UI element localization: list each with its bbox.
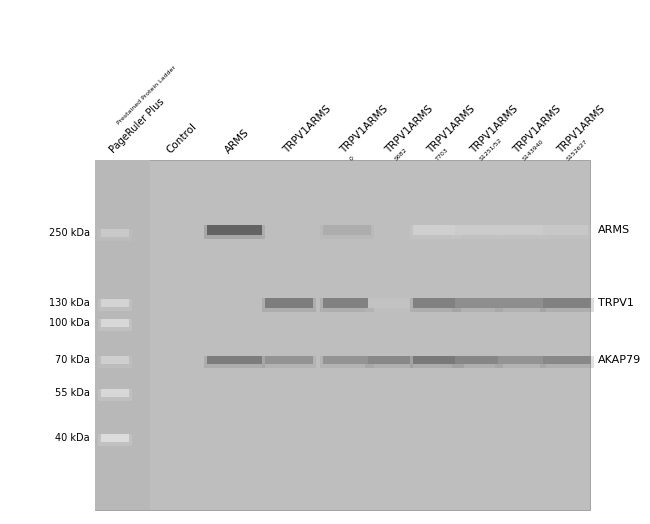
Bar bbox=[410, 356, 464, 368]
Text: 130 kDa: 130 kDa bbox=[49, 298, 90, 308]
Bar bbox=[98, 299, 132, 311]
Bar bbox=[262, 225, 318, 239]
Bar bbox=[262, 356, 316, 368]
Bar bbox=[540, 356, 594, 368]
Text: TRPV1: TRPV1 bbox=[598, 298, 634, 308]
Bar bbox=[101, 389, 129, 397]
Bar bbox=[320, 298, 374, 312]
Text: T703: T703 bbox=[436, 147, 450, 161]
Bar bbox=[498, 298, 543, 308]
Bar bbox=[452, 298, 503, 312]
Text: TRPV1ARMS: TRPV1ARMS bbox=[468, 103, 519, 155]
Text: Control: Control bbox=[165, 121, 199, 155]
Bar bbox=[498, 225, 543, 235]
Text: ARMS: ARMS bbox=[598, 225, 630, 235]
Text: 0: 0 bbox=[348, 155, 355, 161]
Bar bbox=[498, 356, 543, 364]
Bar bbox=[98, 434, 132, 446]
Bar bbox=[368, 298, 410, 308]
Bar bbox=[413, 356, 461, 364]
Bar bbox=[365, 298, 413, 312]
Text: 100 kDa: 100 kDa bbox=[49, 318, 90, 328]
Bar bbox=[540, 298, 594, 312]
Bar bbox=[323, 356, 371, 364]
Bar bbox=[410, 225, 461, 239]
Bar bbox=[495, 225, 546, 239]
Bar bbox=[320, 356, 374, 368]
Text: S1251/52: S1251/52 bbox=[478, 137, 503, 161]
Bar bbox=[543, 225, 588, 235]
Text: TRPV1ARMS: TRPV1ARMS bbox=[425, 103, 476, 155]
Bar bbox=[320, 225, 374, 239]
Text: 55 kDa: 55 kDa bbox=[55, 388, 90, 398]
Bar bbox=[207, 225, 262, 235]
Text: PageRuler Plus: PageRuler Plus bbox=[108, 96, 166, 155]
Bar bbox=[413, 298, 458, 308]
Bar bbox=[543, 356, 591, 364]
Text: Prestained Protein Ladder: Prestained Protein Ladder bbox=[116, 66, 177, 126]
Bar bbox=[452, 356, 503, 368]
Bar bbox=[368, 356, 410, 364]
Text: ARMS: ARMS bbox=[223, 127, 251, 155]
Bar bbox=[323, 225, 371, 235]
Bar bbox=[323, 298, 371, 308]
Bar bbox=[101, 319, 129, 327]
Bar bbox=[207, 356, 262, 364]
Bar bbox=[543, 298, 591, 308]
Bar bbox=[204, 356, 265, 368]
Text: 70 kDa: 70 kDa bbox=[55, 355, 90, 365]
Text: TRPV1ARMS: TRPV1ARMS bbox=[383, 103, 435, 155]
Bar bbox=[495, 356, 546, 368]
Text: S143940: S143940 bbox=[522, 138, 545, 161]
Bar bbox=[98, 389, 132, 401]
Text: 40 kDa: 40 kDa bbox=[55, 433, 90, 443]
Bar bbox=[265, 225, 315, 235]
Text: AKAP79: AKAP79 bbox=[598, 355, 642, 365]
Bar bbox=[98, 229, 132, 241]
Text: TRPV1ARMS: TRPV1ARMS bbox=[555, 103, 606, 155]
Bar bbox=[101, 434, 129, 442]
Bar bbox=[495, 298, 546, 312]
Bar bbox=[455, 225, 500, 235]
Bar bbox=[540, 225, 591, 239]
Bar bbox=[413, 225, 458, 235]
Bar bbox=[204, 225, 265, 239]
Bar bbox=[455, 298, 500, 308]
Text: TRPV1ARMS: TRPV1ARMS bbox=[338, 103, 389, 155]
Bar bbox=[455, 356, 500, 364]
Bar bbox=[410, 298, 461, 312]
Text: TRPV1ARMS: TRPV1ARMS bbox=[281, 103, 333, 155]
Text: S152627: S152627 bbox=[566, 138, 589, 161]
Bar bbox=[95, 160, 590, 510]
Bar bbox=[101, 229, 129, 237]
Bar bbox=[265, 356, 313, 364]
Bar bbox=[265, 298, 313, 308]
Bar bbox=[95, 160, 150, 510]
Bar bbox=[365, 356, 413, 368]
Bar bbox=[101, 356, 129, 364]
Text: TRPV1ARMS: TRPV1ARMS bbox=[511, 103, 563, 155]
Bar bbox=[452, 225, 503, 239]
Text: 250 kDa: 250 kDa bbox=[49, 228, 90, 238]
Bar bbox=[98, 356, 132, 368]
Bar bbox=[262, 298, 316, 312]
Text: S682: S682 bbox=[394, 147, 408, 161]
Bar bbox=[101, 299, 129, 307]
Bar bbox=[98, 319, 132, 331]
